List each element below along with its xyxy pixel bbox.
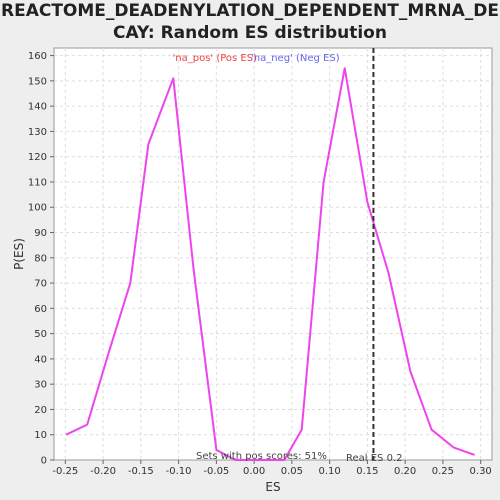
y-tick-label: 140	[28, 102, 47, 113]
y-tick-label: 90	[34, 228, 47, 239]
y-tick-label: 50	[34, 329, 47, 340]
y-tick-label: 40	[34, 354, 47, 365]
chart-title-line-1: REACTOME_DEADENYLATION_DEPENDENT_MRNA_DE	[0, 1, 499, 21]
x-axis-label: ES	[265, 480, 280, 494]
x-tick-label: -0.10	[166, 466, 192, 477]
y-tick-label: 30	[34, 380, 47, 391]
x-tick-label: -0.15	[128, 466, 154, 477]
plot-area	[53, 47, 493, 461]
y-tick-label: 150	[28, 76, 47, 87]
pos-scores-label: Sets with pos scores: 51%	[196, 451, 327, 462]
x-tick-label: 0.10	[319, 466, 341, 477]
y-tick-label: 160	[28, 51, 47, 62]
y-tick-label: 60	[34, 304, 47, 315]
x-tick-label: 0.00	[243, 466, 265, 477]
x-tick-label: 0.05	[281, 466, 303, 477]
y-tick-label: 20	[34, 405, 47, 416]
y-tick-label: 120	[28, 152, 47, 163]
y-tick-label: 0	[41, 456, 47, 467]
y-tick-label: 100	[28, 203, 47, 214]
x-tick-label: 0.30	[470, 466, 492, 477]
x-tick-label: -0.25	[52, 466, 78, 477]
real-es-label: Real ES 0.2	[346, 453, 402, 464]
y-tick-label: 70	[34, 279, 47, 290]
x-tick-label: 0.15	[356, 466, 378, 477]
legend-neg-entry: 'na_neg' (Neg ES)	[251, 53, 340, 64]
chart-title-line-2: CAY: Random ES distribution	[113, 23, 387, 43]
y-axis-label: P(ES)	[12, 238, 26, 270]
x-tick-label: -0.20	[90, 466, 116, 477]
y-tick-label: 130	[28, 127, 47, 138]
legend-pos-entry: 'na_pos' (Pos ES)	[173, 53, 258, 64]
x-tick-label: 0.20	[394, 466, 416, 477]
grid-lines	[54, 48, 492, 460]
x-tick-label: -0.05	[203, 466, 229, 477]
x-tick-label: 0.25	[432, 466, 454, 477]
y-tick-label: 110	[28, 177, 47, 188]
series-layer	[65, 67, 475, 461]
es-distribution-line	[65, 67, 475, 461]
chart-title: REACTOME_DEADENYLATION_DEPENDENT_MRNA_DE…	[0, 0, 500, 46]
y-tick-label: 10	[34, 430, 47, 441]
axes: 0 10 20 30 40 50 60 70 80 90 100 110 120 130 140 150 160…	[28, 51, 492, 477]
y-tick-label: 80	[34, 253, 47, 264]
